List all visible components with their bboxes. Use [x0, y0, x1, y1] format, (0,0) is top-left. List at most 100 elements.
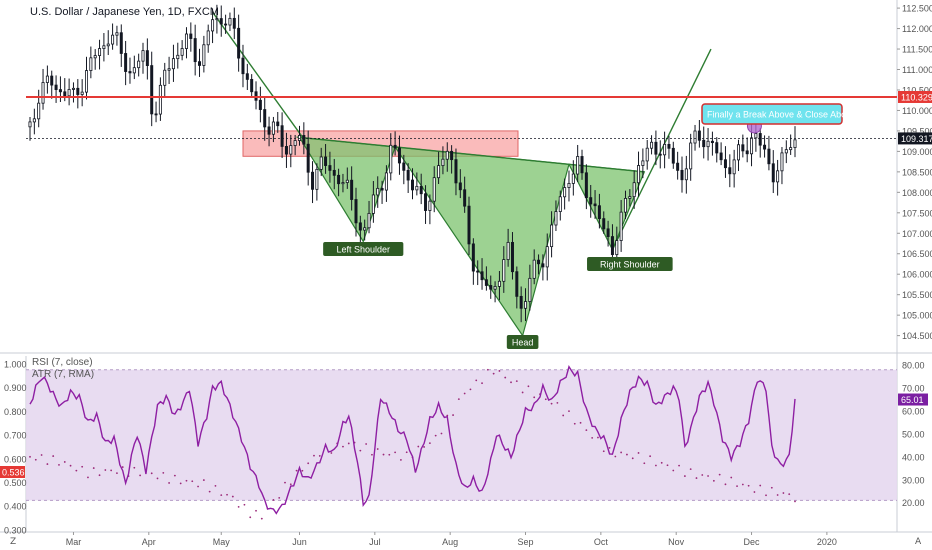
price-tick-label: 110.000: [902, 106, 932, 116]
atr-dot: [162, 471, 165, 474]
atr-dot: [602, 450, 605, 453]
price-tick-label: 106.000: [902, 270, 932, 280]
atr-dot: [765, 494, 767, 497]
candle-body: [158, 84, 162, 115]
candle-body: [710, 140, 714, 144]
atr-dot: [533, 396, 536, 399]
candle-body: [389, 144, 393, 174]
candle-body: [680, 169, 684, 181]
atr-dot: [626, 453, 628, 456]
rsi-line[interactable]: [29, 365, 796, 515]
atr-dot: [382, 453, 385, 456]
atr-dot: [92, 467, 95, 469]
atr-dot: [481, 382, 483, 385]
candle-body: [741, 144, 745, 152]
time-tick-label: 2020: [817, 537, 837, 547]
atr-dot: [34, 458, 37, 461]
candle-body: [350, 179, 354, 200]
candle-body: [176, 54, 180, 60]
atr-dot: [40, 454, 43, 456]
candle-body: [558, 196, 562, 212]
atr-dot: [318, 455, 321, 457]
candle-body: [163, 69, 167, 86]
candle-body: [393, 144, 397, 149]
right-shoulder-label-tag[interactable]: [587, 257, 673, 271]
candle-body: [115, 32, 119, 36]
candle-body: [554, 211, 558, 226]
atr-dot: [515, 380, 518, 383]
candle-body: [784, 149, 788, 154]
candle-body: [150, 65, 154, 115]
atr-dot: [347, 442, 350, 445]
candle-body: [119, 32, 123, 54]
candle-body: [793, 139, 797, 148]
atr-tick-label: 0.500: [4, 478, 27, 488]
candle-body: [584, 172, 588, 199]
atr-dot: [116, 472, 118, 475]
candle-body: [454, 159, 458, 184]
candle-body: [154, 113, 158, 116]
candle-body: [85, 70, 89, 93]
downtrend-line[interactable]: [211, 11, 303, 138]
atr-dot: [243, 503, 246, 506]
candle-body: [632, 182, 636, 198]
price-tick-label: 107.500: [902, 208, 932, 218]
head-label-tag[interactable]: [506, 335, 539, 349]
atr-dot: [770, 486, 773, 489]
atr-legend-label[interactable]: ATR (7, RMA): [32, 369, 95, 380]
candle-body: [71, 87, 75, 90]
breakout-trendline[interactable]: [611, 48, 712, 250]
atr-dot: [562, 414, 565, 417]
atr-dot: [782, 492, 785, 494]
left-shoulder-label: Left Shoulder: [336, 245, 390, 255]
atr-dot: [214, 484, 217, 487]
atr-dot: [69, 464, 72, 467]
candle-body: [645, 147, 649, 162]
atr-dot: [712, 479, 715, 482]
atr-dot: [759, 484, 762, 487]
atr-dot: [573, 422, 576, 425]
candle-body: [541, 263, 545, 268]
atr-dot: [179, 482, 182, 485]
atr-dot: [521, 391, 524, 394]
atr-dot: [139, 474, 142, 477]
atr-dot: [434, 434, 437, 437]
candle-body: [502, 259, 506, 282]
candle-body: [706, 140, 710, 148]
candle-body: [689, 142, 693, 170]
time-tick-label: Mar: [66, 537, 82, 547]
candle-body: [63, 91, 67, 97]
candle-body: [32, 118, 36, 123]
atr-dot: [417, 445, 420, 448]
candle-body: [371, 194, 375, 214]
left-shoulder-label-tag[interactable]: [323, 242, 404, 256]
candle-body: [419, 185, 423, 195]
atr-dot: [556, 402, 559, 404]
candle-body: [37, 102, 41, 120]
candle-body: [58, 89, 62, 93]
time-tick-label: Dec: [744, 537, 761, 547]
candle-body: [602, 218, 606, 230]
callout-text: Finally a Break Above & Close Above: [707, 110, 856, 120]
rsi-legend-label[interactable]: RSI (7, close): [32, 357, 93, 368]
time-tick-label: May: [213, 537, 231, 547]
candle-body: [98, 48, 102, 56]
atr-dot: [98, 474, 101, 477]
atr-dot: [376, 448, 379, 450]
atr-dot: [747, 484, 750, 487]
price-tick-label: 109.000: [902, 147, 932, 157]
atr-dot: [191, 480, 194, 483]
candle-body: [376, 187, 380, 196]
candle-body: [284, 146, 288, 155]
atr-dot: [637, 452, 640, 454]
atr-tick-label: 0.700: [4, 431, 27, 441]
candle-body: [524, 301, 528, 309]
atr-dot: [683, 475, 686, 477]
candle-body: [219, 18, 223, 25]
callout-box[interactable]: [701, 103, 843, 125]
candle-body: [623, 198, 627, 213]
candle-body: [280, 125, 284, 147]
candle-body: [80, 91, 84, 95]
symbol-title[interactable]: U.S. Dollar / Japanese Yen, 1D, FXCM: [30, 6, 219, 18]
candle-body: [297, 135, 301, 141]
